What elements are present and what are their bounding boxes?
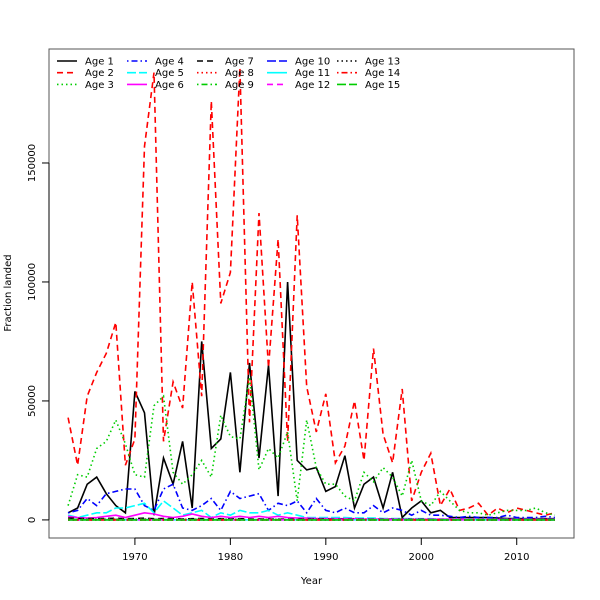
legend-label: Age 4 [155,57,184,68]
legend-label: Age 6 [155,80,184,91]
y-axis-label: Fraction landed [3,254,14,331]
legend-label: Age 2 [85,68,114,79]
legend-label: Age 3 [85,80,114,91]
legend-label: Age 7 [225,57,254,68]
x-axis-label: Year [300,576,323,587]
x-tick-label: 1970 [122,552,147,563]
legend-label: Age 10 [295,57,330,68]
series-line-age-2 [67,67,556,517]
legend-label: Age 13 [365,57,400,68]
legend-label: Age 8 [225,68,254,79]
x-tick-label: 1980 [218,552,243,563]
legend-label: Age 12 [295,80,330,91]
y-tick-label: 50000 [27,385,38,417]
x-tick-label: 2000 [409,552,434,563]
y-tick-label: 0 [27,517,38,523]
y-tick-label: 150000 [27,144,38,182]
series-line-age-1 [67,281,555,520]
x-tick-label: 1990 [313,552,338,563]
legend-label: Age 11 [295,68,330,79]
x-tick-label: 2010 [504,552,529,563]
axes-layer: 1970 1980 1990 2000 2010 0 50000 100000 150000 [27,144,529,563]
legend-label: Age 15 [365,80,400,91]
legend-label: Age 14 [365,68,400,79]
series-line-age-4 [67,483,556,519]
plot-frame [48,48,575,539]
y-tick-label: 100000 [27,263,38,301]
series-layer [67,67,556,521]
series-line-age-5 [67,499,555,521]
series-line-age-3 [67,376,556,517]
legend-label: Age 5 [155,68,184,79]
legend-label: Age 1 [85,57,114,68]
legend-label: Age 9 [225,80,254,91]
